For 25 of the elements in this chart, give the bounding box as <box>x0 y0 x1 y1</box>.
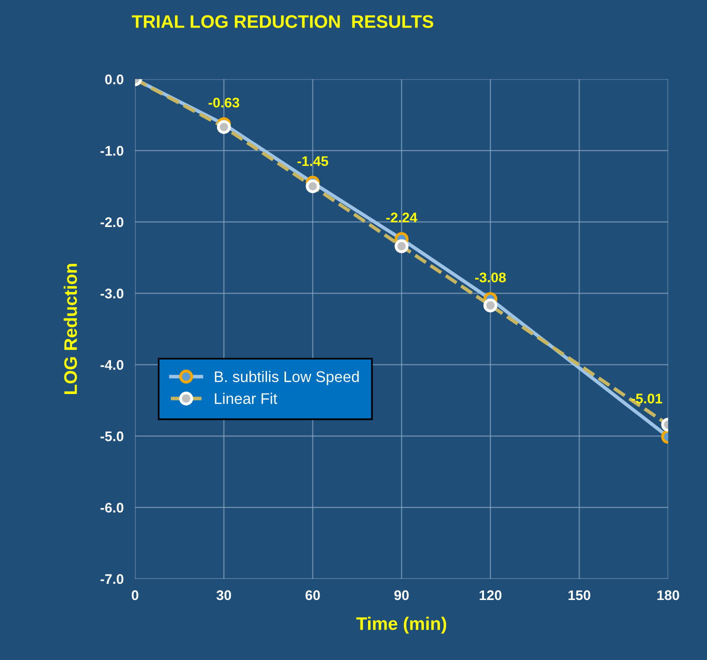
x-tick-label: 120 <box>480 590 502 600</box>
y-tick-label: -6.0 <box>100 502 124 513</box>
y-tick-label: -7.0 <box>100 574 124 584</box>
y-tick-label: 0.0 <box>105 74 124 84</box>
y-tick-label: -2.0 <box>100 217 124 228</box>
y-tick-label: -3.0 <box>100 288 124 299</box>
data-label: -2.24 <box>386 212 418 222</box>
x-tick-label: 90 <box>394 590 409 600</box>
x-axis-title: Time (min) <box>356 616 446 634</box>
x-tick-label: 150 <box>568 590 590 600</box>
y-tick-label: -5.0 <box>100 431 124 442</box>
x-tick-label: 0 <box>132 590 138 600</box>
y-tick-label: -1.0 <box>100 146 124 156</box>
chart-title: TRIAL LOG REDUCTION RESULTS <box>132 15 434 28</box>
legend-label: B. subtilis Low Speed <box>214 370 359 386</box>
data-label: -0.63 <box>208 98 240 108</box>
data-label: -3.08 <box>475 272 506 282</box>
data-label: -5.01 <box>631 394 662 404</box>
y-tick-label: -4.0 <box>100 360 124 370</box>
x-tick-label: 180 <box>657 590 680 600</box>
x-tick-label: 30 <box>216 590 232 600</box>
data-label: -1.45 <box>297 156 328 166</box>
legend-label: Linear Fit <box>214 392 278 404</box>
y-axis-title: LOG Reduction <box>64 264 77 394</box>
x-tick-label: 60 <box>306 590 320 600</box>
